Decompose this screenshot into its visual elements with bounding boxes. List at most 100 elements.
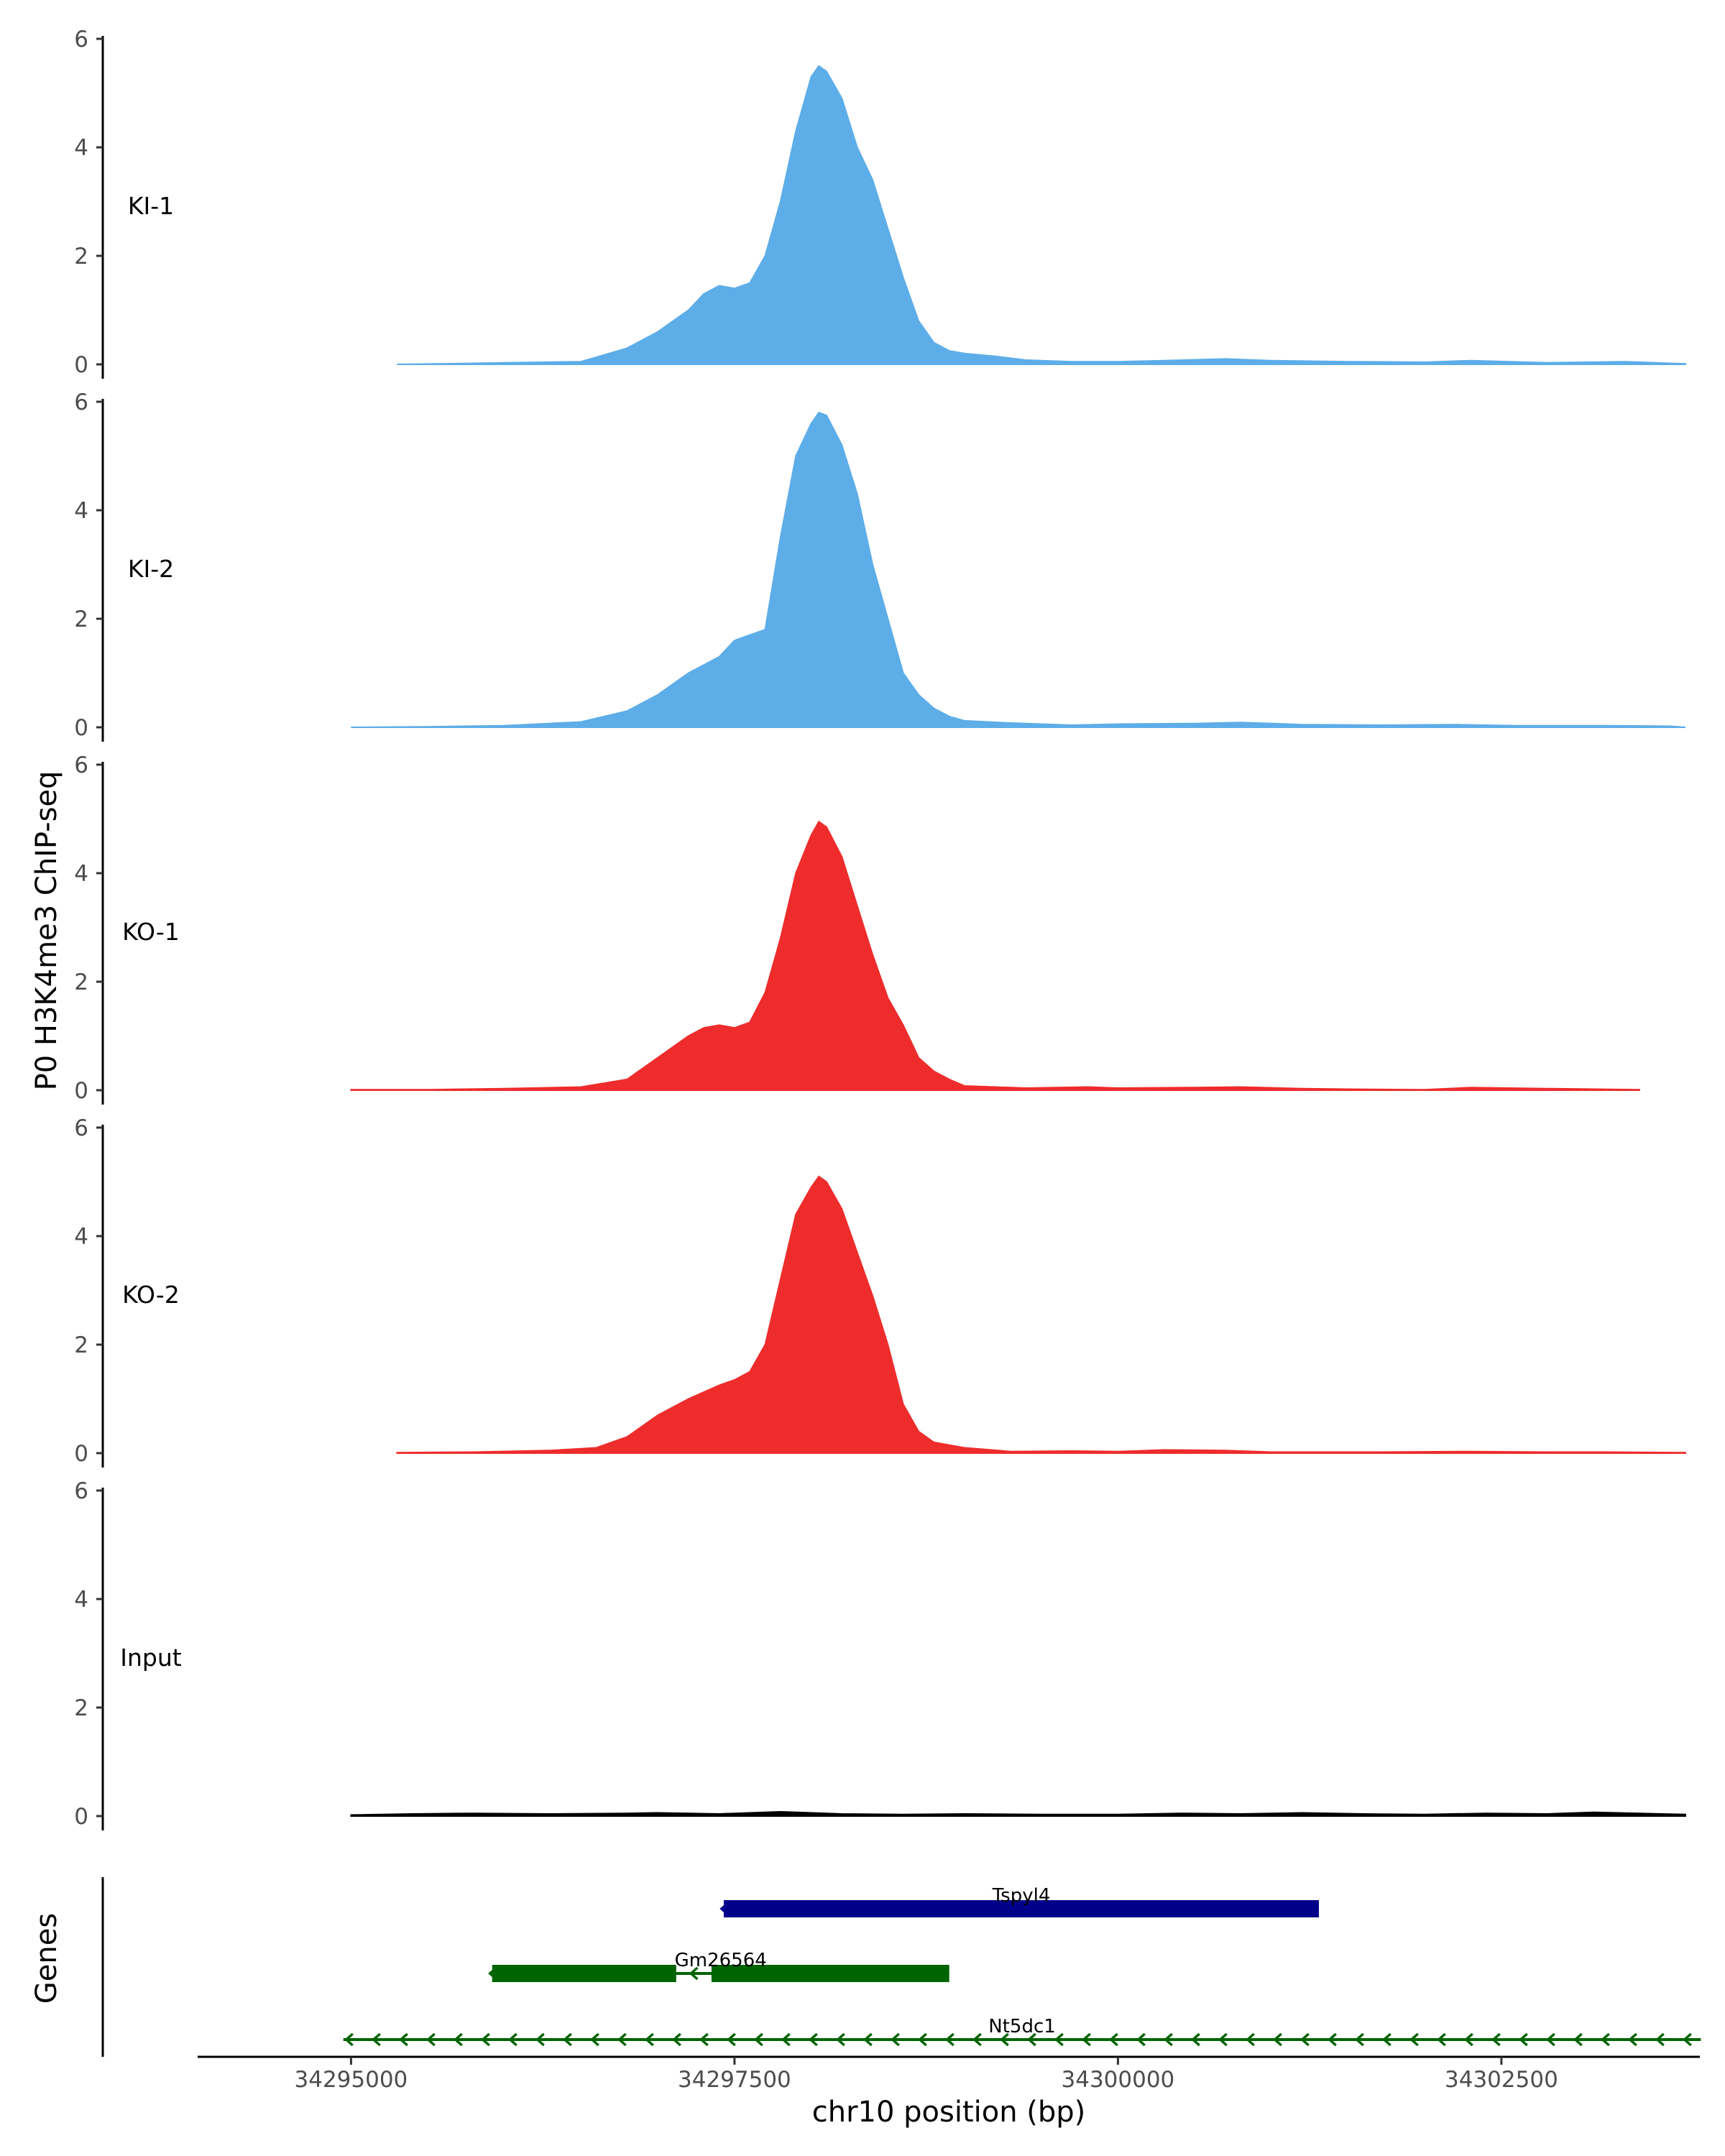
genes-axis-title: Genes <box>30 1913 63 2004</box>
track-label: KI-1 <box>128 192 174 220</box>
strand-arrow <box>563 2032 572 2047</box>
strand-arrow <box>1082 2032 1091 2047</box>
strand-arrow <box>1437 2032 1446 2047</box>
coverage-area-ki-2 <box>351 411 1686 728</box>
y-tick-label: 6 <box>74 390 88 415</box>
strand-arrow <box>1464 2032 1473 2047</box>
strand-arrow <box>836 2032 845 2047</box>
strand-arrow <box>508 2032 518 2047</box>
strand-arrow <box>809 2032 818 2047</box>
genes-panel: Tspyl4 Gm26564 Nt5dc1 <box>101 1877 1701 2057</box>
coverage-area-ko-2 <box>396 1175 1686 1454</box>
track-label: KI-2 <box>128 555 174 583</box>
gene-label: Gm26564 <box>675 1950 767 1971</box>
strand-arrow <box>1109 2032 1118 2047</box>
strand-arrow <box>1054 2032 1064 2047</box>
gene-label: Nt5dc1 <box>988 2016 1056 2037</box>
track-label: KO-1 <box>122 918 180 946</box>
track-label: KO-2 <box>122 1281 180 1309</box>
strand-arrow <box>1546 2032 1555 2047</box>
strand-arrow <box>344 2032 354 2047</box>
y-tick-label: 4 <box>74 1224 88 1250</box>
strand-arrow <box>719 1902 730 1916</box>
track-ki-2: 0 2 4 6 KI-2 <box>74 390 1686 742</box>
y-tick-label: 0 <box>74 715 88 741</box>
strand-arrow <box>945 2032 954 2047</box>
strand-arrow <box>754 2032 763 2047</box>
strand-arrow <box>1273 2032 1282 2047</box>
strand-arrow <box>488 1966 497 1981</box>
y-tick-label: 4 <box>74 861 88 887</box>
gene-exon <box>492 1965 676 1982</box>
y-tick-label: 4 <box>74 1587 88 1613</box>
coverage-area-input <box>350 1810 1686 1817</box>
x-axis: 34295000 34297500 34300000 34302500 <box>198 2055 1700 2093</box>
y-tick-label: 0 <box>74 352 88 378</box>
strand-arrow <box>891 2032 900 2047</box>
y-axis-title: P0 H3K4me3 ChIP-seq <box>30 771 63 1091</box>
y-tick-label: 0 <box>74 1441 88 1467</box>
gene-nt5dc1: Nt5dc1 <box>343 2016 1701 2047</box>
strand-arrow <box>426 2032 436 2047</box>
strand-arrow <box>1573 2032 1583 2047</box>
gene-exon <box>723 1900 1319 1917</box>
strand-arrow <box>1409 2032 1419 2047</box>
y-tick-label: 6 <box>74 752 88 778</box>
track-ki-1: 0 2 4 6 KI-1 <box>74 27 1686 379</box>
strand-arrow <box>590 2032 599 2047</box>
strand-arrow <box>1300 2032 1310 2047</box>
y-tick-label: 4 <box>74 498 88 524</box>
y-tick-label: 2 <box>74 1695 88 1721</box>
strand-arrow <box>372 2032 381 2047</box>
strand-arrow <box>535 2032 545 2047</box>
y-tick-label: 6 <box>74 1115 88 1141</box>
gene-gm26564: Gm26564 <box>488 1950 949 1982</box>
gene-tspyl4: Tspyl4 <box>719 1885 1319 1917</box>
strand-arrow <box>454 2032 463 2047</box>
strand-arrow <box>972 2032 982 2047</box>
track-input: 0 2 4 6 Input <box>74 1478 1686 1830</box>
x-axis-title: chr10 position (bp) <box>812 2096 1086 2129</box>
strand-arrow <box>1027 2032 1036 2047</box>
strand-arrow <box>1328 2032 1337 2047</box>
strand-arrow <box>672 2032 681 2047</box>
y-tick-label: 0 <box>74 1078 88 1104</box>
y-tick-label: 2 <box>74 607 88 632</box>
strand-arrow <box>399 2032 408 2047</box>
strand-arrow <box>863 2032 873 2047</box>
strand-arrow <box>1191 2032 1200 2047</box>
strand-arrow <box>918 2032 927 2047</box>
strand-arrow <box>1000 2032 1009 2047</box>
strand-arrow <box>1491 2032 1501 2047</box>
strand-arrow <box>781 2032 791 2047</box>
strand-arrow <box>645 2032 654 2047</box>
gene-label: Tspyl4 <box>992 1885 1051 1907</box>
strand-arrow <box>1136 2032 1146 2047</box>
track-panels: 0 2 4 6 KI-1 0 2 4 6 KI-2 0 2 4 6 KO-1 0 2 4 6 KO-2 0 2 4 6 Inpu… <box>74 27 1686 1830</box>
strand-arrow <box>727 2032 736 2047</box>
coverage-area-ki-1 <box>397 65 1686 365</box>
strand-arrow <box>1601 2032 1610 2047</box>
strand-arrow <box>1628 2032 1637 2047</box>
y-tick-label: 0 <box>74 1804 88 1830</box>
y-tick-label: 2 <box>74 1332 88 1358</box>
y-tick-label: 2 <box>74 969 88 995</box>
strand-arrow <box>1655 2032 1665 2047</box>
track-ko-2: 0 2 4 6 KO-2 <box>74 1115 1686 1468</box>
strand-arrow <box>689 1966 699 1981</box>
strand-arrow <box>1218 2032 1228 2047</box>
strand-arrow <box>1519 2032 1528 2047</box>
y-tick-label: 6 <box>74 27 88 52</box>
strand-arrow <box>1355 2032 1364 2047</box>
coverage-area-ko-1 <box>350 820 1640 1091</box>
strand-arrow <box>481 2032 490 2047</box>
strand-arrow <box>1683 2032 1692 2047</box>
strand-arrow <box>699 2032 709 2047</box>
gene-exon <box>711 1965 949 1982</box>
track-label: Input <box>120 1644 182 1672</box>
x-tick-label: 34295000 <box>295 2067 408 2093</box>
y-tick-label: 4 <box>74 135 88 161</box>
track-ko-1: 0 2 4 6 KO-1 <box>74 752 1640 1105</box>
y-tick-label: 2 <box>74 244 88 270</box>
